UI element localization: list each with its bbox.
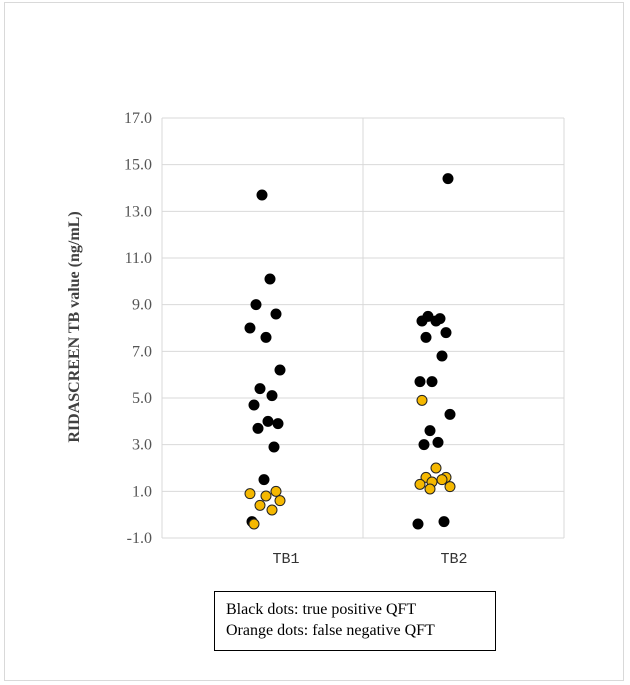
point-true-positive xyxy=(426,376,438,388)
point-false-negative xyxy=(436,474,448,486)
point-true-positive xyxy=(252,422,264,434)
point-true-positive xyxy=(416,315,428,327)
point-true-positive xyxy=(264,273,276,285)
point-true-positive xyxy=(414,376,426,388)
point-true-positive xyxy=(262,415,274,427)
data-points xyxy=(244,173,456,530)
point-false-negative xyxy=(260,490,272,502)
point-false-negative xyxy=(444,481,456,493)
point-true-positive xyxy=(256,189,268,201)
point-false-negative xyxy=(244,488,256,500)
x-category-label: TB1 xyxy=(272,551,299,568)
point-true-positive xyxy=(430,315,442,327)
y-tick-label: 5.0 xyxy=(132,390,152,407)
legend-line-orange: Orange dots: false negative QFT xyxy=(226,622,435,639)
y-tick-label: -1.0 xyxy=(127,530,152,547)
point-true-positive xyxy=(248,399,260,411)
y-tick-label: 7.0 xyxy=(132,343,152,360)
y-axis-title: RIDASCREEN TB value (ng/mL) xyxy=(66,211,83,442)
point-true-positive xyxy=(438,516,450,528)
legend-line-black: Black dots: true positive QFT xyxy=(226,601,417,618)
point-false-negative xyxy=(430,462,442,474)
point-true-positive xyxy=(420,331,432,343)
point-true-positive xyxy=(444,408,456,420)
point-true-positive xyxy=(266,390,278,402)
y-tick-label: 11.0 xyxy=(125,250,152,267)
point-false-negative xyxy=(266,504,278,516)
point-true-positive xyxy=(442,173,454,185)
point-true-positive xyxy=(424,425,436,437)
point-false-negative xyxy=(274,495,286,507)
point-false-negative xyxy=(416,394,428,406)
x-category-labels: TB1 TB2 xyxy=(272,551,467,568)
point-true-positive xyxy=(274,364,286,376)
point-true-positive xyxy=(412,518,424,530)
y-tick-labels: -1.0 1.0 3.0 5.0 7.0 9.0 11.0 13.0 15.0 17.0 xyxy=(124,110,152,547)
chart-frame xyxy=(4,2,624,681)
point-true-positive xyxy=(418,439,430,451)
point-false-negative xyxy=(254,499,266,511)
y-tick-label: 17.0 xyxy=(124,110,152,127)
y-tick-label: 1.0 xyxy=(132,483,152,500)
point-true-positive xyxy=(254,383,266,395)
x-category-label: TB2 xyxy=(440,551,467,568)
point-true-positive xyxy=(272,418,284,430)
point-false-negative xyxy=(424,483,436,495)
point-true-positive xyxy=(258,474,270,486)
point-true-positive xyxy=(260,331,272,343)
point-false-negative xyxy=(248,518,260,530)
point-false-negative xyxy=(270,485,282,497)
point-true-positive xyxy=(270,308,282,320)
point-true-positive xyxy=(432,436,444,448)
point-true-positive xyxy=(436,350,448,362)
grid-layer xyxy=(161,117,565,539)
y-tick-label: 15.0 xyxy=(124,157,152,174)
point-false-negative xyxy=(414,478,426,490)
legend-box: Black dots: true positive QFT Orange dot… xyxy=(214,591,496,651)
point-true-positive xyxy=(268,441,280,453)
point-true-positive xyxy=(440,327,452,339)
y-tick-label: 3.0 xyxy=(132,437,152,454)
y-tick-label: 9.0 xyxy=(132,297,152,314)
point-true-positive xyxy=(250,299,262,311)
point-true-positive xyxy=(244,322,256,334)
y-tick-label: 13.0 xyxy=(124,203,152,220)
